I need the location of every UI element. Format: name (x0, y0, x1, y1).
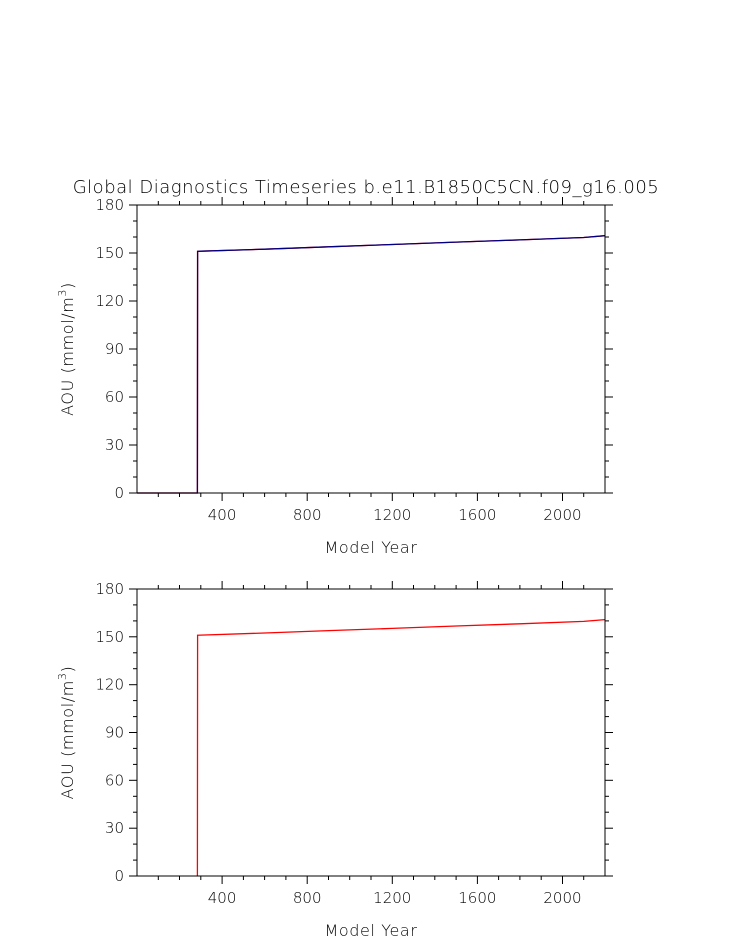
x-tick-label: 800 (293, 889, 322, 907)
x-tick-label: 400 (208, 889, 237, 907)
figure-title: Global Diagnostics Timeseries b.e11.B185… (73, 177, 660, 198)
plot-frame (136, 588, 606, 877)
y-axis-label-superscript: 3 (56, 289, 69, 297)
y-tick-label: 150 (95, 628, 124, 646)
chart-panel-bottom: 0 30 60 90 120 150 180 400 800 1200 1600 2000 Model … (56, 580, 613, 940)
y-tick-label: 60 (105, 388, 124, 406)
series-line-0 (137, 235, 606, 494)
x-tick-label: 1600 (458, 506, 496, 524)
x-tick-label: 1200 (373, 506, 411, 524)
series-line-0 (196, 618, 606, 877)
y-tick-label: 180 (95, 196, 124, 214)
y-tick-label: 120 (95, 676, 124, 694)
y-axis-label: AOU (mmol/m3) (56, 282, 77, 416)
y-tick-label: 60 (105, 771, 124, 789)
y-axis-label-superscript: 3 (56, 672, 69, 680)
y-axis-label-close: ) (58, 666, 77, 673)
y-tick-label: 0 (114, 867, 124, 885)
series-line-1 (137, 235, 606, 494)
y-tick-label: 0 (114, 484, 124, 502)
x-tick-label: 2000 (543, 889, 581, 907)
x-tick-label: 1600 (458, 889, 496, 907)
y-axis-label-close: ) (58, 282, 77, 289)
plot-frame (136, 204, 606, 494)
y-tick-label: 180 (95, 580, 124, 598)
y-tick-label: 90 (105, 724, 124, 742)
y-axis-label-text: AOU (mmol/m (58, 680, 77, 799)
y-tick-label: 120 (95, 292, 124, 310)
x-tick-label: 2000 (543, 506, 581, 524)
y-tick-label: 90 (105, 340, 124, 358)
chart-panel-top: 0 30 60 90 120 150 180 400 800 1200 1600 2000 Model … (56, 196, 613, 557)
x-axis-label: Model Year (325, 921, 418, 940)
y-tick-label: 150 (95, 244, 124, 262)
y-axis-label: AOU (mmol/m3) (56, 666, 77, 800)
y-axis-label-text: AOU (mmol/m (58, 297, 77, 416)
x-axis-label: Model Year (325, 538, 418, 557)
x-tick-label: 1200 (373, 889, 411, 907)
x-tick-label: 400 (208, 506, 237, 524)
y-tick-label: 30 (105, 436, 124, 454)
y-tick-label: 30 (105, 819, 124, 837)
x-tick-label: 800 (293, 506, 322, 524)
